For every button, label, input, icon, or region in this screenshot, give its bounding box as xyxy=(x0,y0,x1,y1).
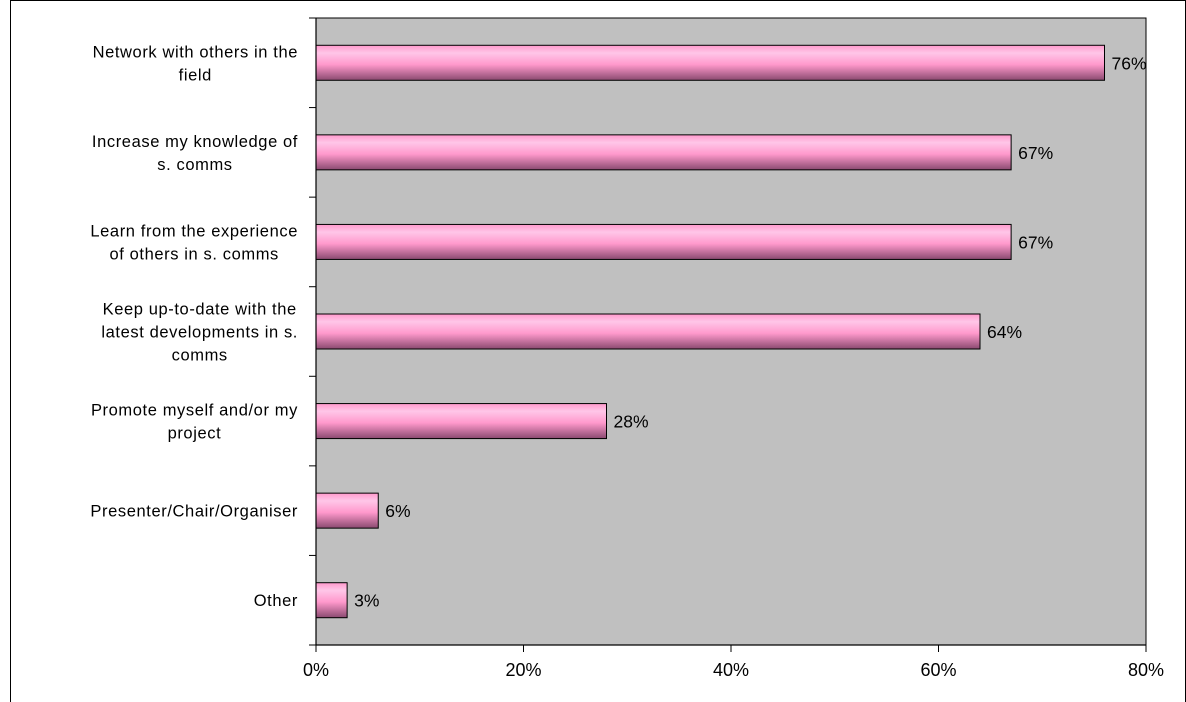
axes xyxy=(309,17,1147,652)
category-label: Presenter/Chair/Organiser xyxy=(90,503,298,521)
category-label: Increase my knowledge of s. comms xyxy=(92,133,298,174)
category-label-line: Other xyxy=(254,592,298,610)
bar xyxy=(315,403,607,440)
x-tick-label: 20% xyxy=(505,660,541,680)
category-label: Promote myself and/or my project xyxy=(91,402,298,443)
x-tick-label: 60% xyxy=(920,660,956,680)
category-label-line: latest developments in s. xyxy=(101,324,298,342)
category-label-line: s. comms xyxy=(157,156,232,174)
category-label-line: Increase my knowledge of xyxy=(92,133,298,151)
category-label: Learn from the experience of others in s.… xyxy=(90,222,298,263)
category-label-line: Keep up-to-date with the xyxy=(103,301,297,319)
category-label-line: Promote myself and/or my xyxy=(91,402,298,420)
category-label-line: project xyxy=(168,425,222,443)
x-tick-label: 80% xyxy=(1128,660,1164,680)
bar xyxy=(315,44,1105,81)
bar xyxy=(315,582,348,619)
category-label-line: of others in s. comms xyxy=(109,245,278,263)
x-tick-label: 0% xyxy=(303,660,329,680)
bar xyxy=(315,223,1012,260)
category-label-line: Learn from the experience xyxy=(90,222,298,240)
data-label: 67% xyxy=(1018,232,1053,252)
bar xyxy=(315,313,981,350)
category-label-line: Network with others in the xyxy=(93,43,298,61)
bar xyxy=(315,134,1012,171)
category-label: Network with others in the field xyxy=(93,43,298,84)
category-label: Keep up-to-date with the latest developme… xyxy=(101,301,298,365)
data-label: 3% xyxy=(354,591,379,611)
data-label: 6% xyxy=(385,501,410,521)
data-label: 76% xyxy=(1112,53,1147,73)
category-label-line: Presenter/Chair/Organiser xyxy=(90,503,298,521)
category-label: Other xyxy=(254,592,298,610)
x-tick-label: 40% xyxy=(713,660,749,680)
bar xyxy=(315,492,379,529)
labels: 0% 20% 40% 60% 80% 76% Network with others in … xyxy=(90,43,1164,680)
data-label: 67% xyxy=(1018,143,1053,163)
category-label-line: comms xyxy=(172,347,228,365)
data-label: 64% xyxy=(987,322,1022,342)
category-label-line: field xyxy=(179,66,212,84)
bars xyxy=(315,44,1105,619)
data-label: 28% xyxy=(614,412,649,432)
